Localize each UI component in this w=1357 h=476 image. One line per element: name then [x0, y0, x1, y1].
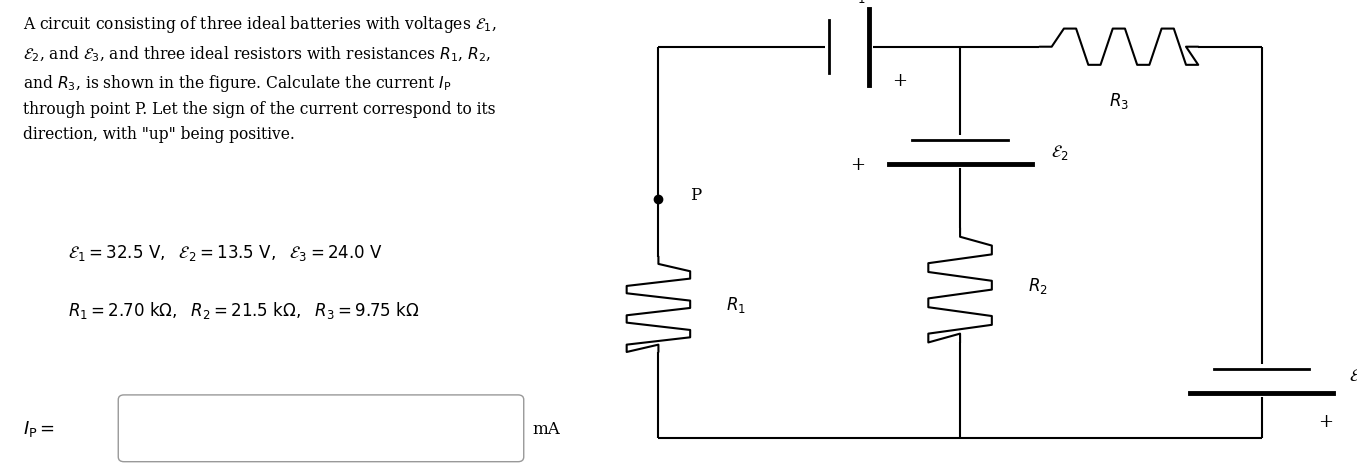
Text: $\mathcal{E}_3$: $\mathcal{E}_3$	[1349, 367, 1357, 386]
Text: A circuit consisting of three ideal batteries with voltages $\mathcal{E}_1$,
$\m: A circuit consisting of three ideal batt…	[23, 14, 497, 143]
Text: $R_2$: $R_2$	[1027, 276, 1048, 296]
Text: P: P	[691, 187, 702, 204]
Text: $R_3$: $R_3$	[1109, 90, 1129, 110]
Text: $R_1 = 2.70\ \mathrm{k\Omega},\ \ R_2 = 21.5\ \mathrm{k\Omega},\ \ R_3 = 9.75\ \: $R_1 = 2.70\ \mathrm{k\Omega},\ \ R_2 = …	[68, 299, 419, 320]
Text: mA: mA	[532, 420, 560, 437]
FancyBboxPatch shape	[118, 395, 524, 462]
Text: $\mathcal{E}_1$: $\mathcal{E}_1$	[848, 0, 866, 5]
Text: +: +	[849, 155, 864, 173]
Text: $\mathcal{E}_2$: $\mathcal{E}_2$	[1052, 143, 1069, 162]
Text: $\mathcal{E}_1 = 32.5\ \mathrm{V},\ \ \mathcal{E}_2 = 13.5\ \mathrm{V},\ \ \math: $\mathcal{E}_1 = 32.5\ \mathrm{V},\ \ \m…	[68, 242, 383, 262]
Text: +: +	[893, 72, 908, 90]
Text: $R_1$: $R_1$	[726, 295, 746, 315]
Text: $I_\mathrm{P} =$: $I_\mathrm{P} =$	[23, 418, 54, 438]
Text: +: +	[1318, 412, 1333, 430]
